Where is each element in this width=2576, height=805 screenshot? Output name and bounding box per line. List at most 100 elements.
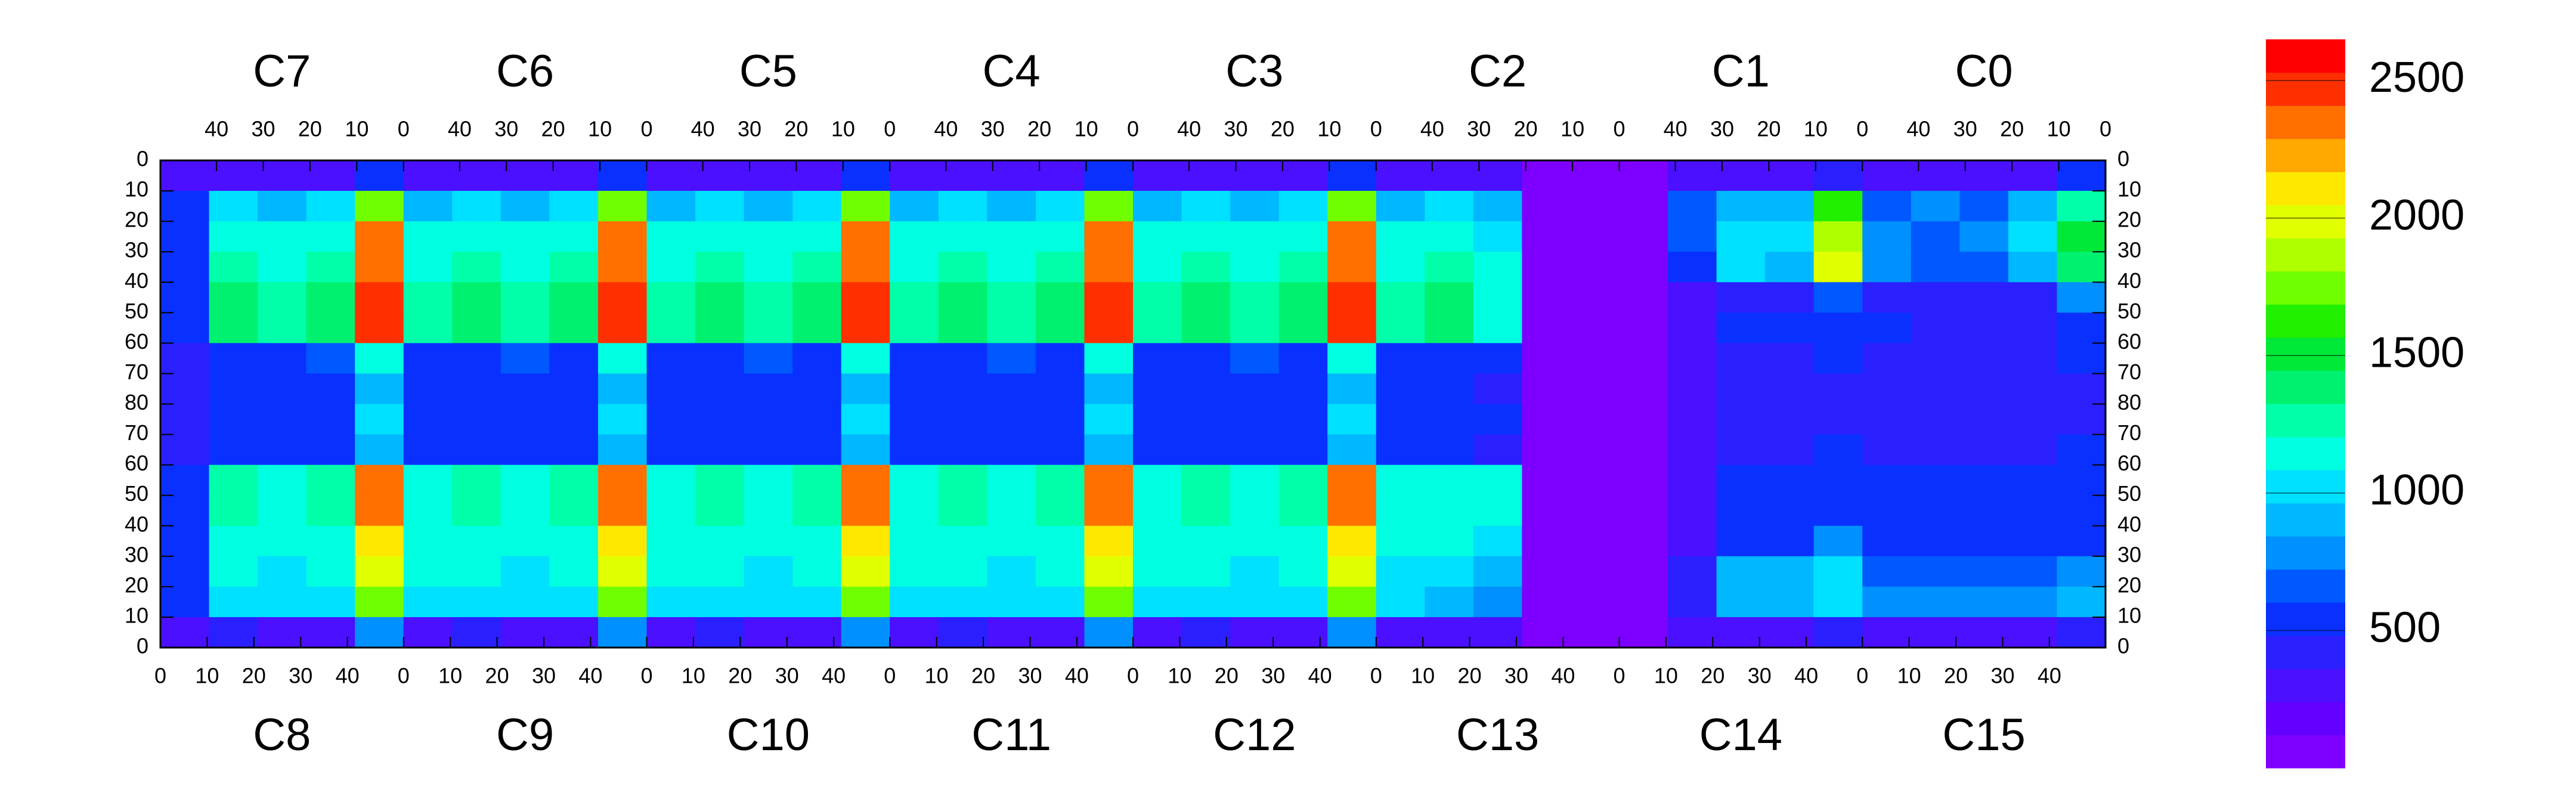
heat-cell — [1425, 617, 1474, 648]
heat-cell — [646, 282, 696, 313]
y-tick-label: 20 — [125, 208, 148, 232]
heat-cell — [841, 282, 890, 313]
heat-cell — [355, 434, 404, 466]
heat-cell — [1911, 221, 1960, 252]
heat-cell — [938, 373, 987, 404]
heat-cell — [403, 343, 453, 374]
heat-cell — [987, 343, 1036, 374]
x2-tick-label: 10 — [1075, 117, 1098, 141]
heat-cell — [1619, 617, 1668, 648]
heat-cell — [2008, 191, 2057, 222]
x-tick-label: 30 — [1504, 664, 1528, 688]
heat-cell — [1570, 586, 1620, 618]
x-tick-label: 10 — [438, 664, 462, 688]
heat-cell — [452, 160, 501, 191]
heat-cell — [306, 495, 355, 527]
y2-tick-label: 40 — [2117, 268, 2141, 293]
heat-cell — [549, 343, 599, 374]
heat-cell — [1862, 617, 1912, 648]
heat-cell — [1668, 586, 1717, 618]
heat-cell — [1911, 282, 1960, 313]
heat-cell — [1668, 282, 1717, 313]
heat-cell — [1181, 525, 1231, 557]
heat-cell — [1035, 221, 1085, 252]
heat-cell — [1133, 221, 1182, 252]
heat-cell — [938, 312, 987, 343]
heat-cell — [987, 373, 1036, 404]
heat-cell — [160, 373, 210, 404]
x-tick-label: 30 — [775, 664, 799, 688]
heat-cell — [403, 556, 453, 587]
heat-cell — [1862, 160, 1912, 191]
heat-cell — [1133, 556, 1182, 587]
color-band — [2266, 569, 2345, 603]
heat-cell — [500, 343, 550, 374]
heat-cell — [1716, 434, 1766, 466]
heat-cell — [258, 465, 307, 496]
heat-cell — [1376, 191, 1425, 222]
heat-cell — [646, 343, 696, 374]
heat-cell — [1473, 586, 1522, 618]
heat-cell — [1522, 495, 1571, 527]
heat-cell — [695, 434, 745, 466]
heat-cell — [646, 252, 696, 283]
heat-cell — [646, 617, 696, 648]
heat-cell — [549, 221, 599, 252]
heat-cell — [258, 252, 307, 283]
heat-cell — [1570, 525, 1620, 557]
heat-cell — [1133, 373, 1182, 404]
heat-cell — [1230, 373, 1280, 404]
heat-cell — [209, 221, 258, 252]
heat-cell — [2057, 191, 2106, 222]
heat-cell — [403, 221, 453, 252]
heat-cell — [744, 373, 793, 404]
heat-cell — [160, 465, 210, 496]
heat-cell — [987, 312, 1036, 343]
heat-cell — [597, 525, 647, 557]
heat-cell — [1570, 282, 1620, 313]
heat-cell — [209, 495, 258, 527]
heat-cell — [1522, 312, 1571, 343]
heat-cell — [1570, 373, 1620, 404]
y-tick-label: 40 — [125, 512, 148, 536]
heat-cell — [1570, 221, 1620, 252]
heat-cell — [209, 373, 258, 404]
heat-cell — [160, 191, 210, 222]
heat-cell — [1619, 465, 1668, 496]
heat-cell — [452, 252, 501, 283]
heat-cell — [549, 282, 599, 313]
heat-cell — [500, 404, 550, 435]
heat-cell — [1570, 434, 1620, 466]
heat-cell — [355, 465, 404, 496]
heat-cell — [695, 465, 745, 496]
heat-cell — [841, 343, 890, 374]
heat-cell — [1133, 160, 1182, 191]
heat-cell — [987, 191, 1036, 222]
chip-label: C2 — [1469, 46, 1527, 97]
chip-label: C5 — [739, 46, 797, 97]
color-band — [2266, 536, 2345, 570]
y2-tick-label: 40 — [2117, 512, 2141, 536]
x2-tick-label: 30 — [494, 117, 518, 141]
heat-cell — [597, 221, 647, 252]
heat-cell — [1230, 221, 1280, 252]
heat-cell — [938, 252, 987, 283]
heat-cell — [1813, 252, 1863, 283]
heat-cell — [1813, 556, 1863, 587]
heat-cell — [1327, 282, 1377, 313]
heat-cell — [1425, 343, 1474, 374]
heat-cell — [1084, 586, 1134, 618]
heat-cell — [258, 312, 307, 343]
heat-cell — [209, 191, 258, 222]
heat-cell — [1376, 556, 1425, 587]
heat-cell — [209, 556, 258, 587]
heat-cell — [597, 191, 647, 222]
heat-cell — [1619, 495, 1668, 527]
heat-cell — [1862, 556, 1912, 587]
heat-cell — [1278, 191, 1328, 222]
heat-cell — [1376, 312, 1425, 343]
heat-cell — [500, 617, 550, 648]
heat-cell — [744, 221, 793, 252]
heat-cell — [695, 191, 745, 222]
